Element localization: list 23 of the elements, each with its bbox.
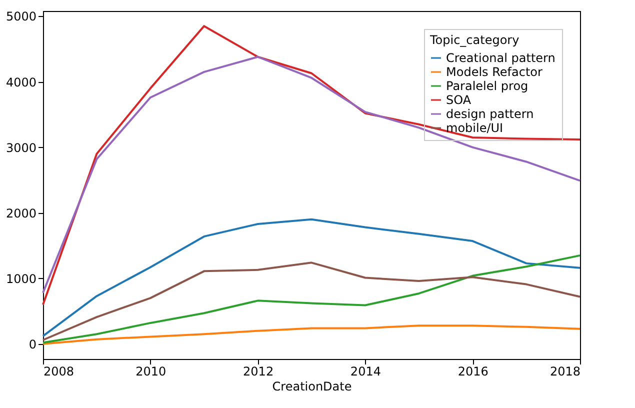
- legend-label: Models Refactor: [446, 65, 542, 79]
- line-series: [42, 25, 581, 306]
- x-tick-label: 2012: [243, 364, 274, 378]
- x-tick-label: 2016: [458, 364, 488, 378]
- legend-label: SOA: [446, 93, 472, 107]
- x-tick-label: 2010: [136, 364, 166, 378]
- legend-label: Paralelel prog: [446, 79, 528, 93]
- x-tick-label: 2014: [350, 364, 381, 378]
- line-series: [42, 324, 581, 345]
- y-tick-label: 4000: [6, 75, 36, 90]
- y-tick-label: 2000: [6, 206, 36, 220]
- line-series: [42, 218, 581, 338]
- y-tick-label: 0: [28, 337, 36, 352]
- x-tick-label: 2008: [44, 364, 74, 378]
- y-tick-label: 3000: [6, 140, 36, 155]
- legend-label: design pattern: [446, 107, 534, 121]
- legend-title: Topic_category: [429, 33, 520, 47]
- x-axis-title: CreationDate: [272, 380, 352, 394]
- y-tick-label: 1000: [6, 272, 36, 286]
- x-tick-label: 2018: [550, 364, 580, 378]
- legend-label: Creational pattern: [446, 51, 556, 65]
- legend-label: mobile/UI: [446, 121, 504, 135]
- y-tick-label: 5000: [6, 10, 36, 24]
